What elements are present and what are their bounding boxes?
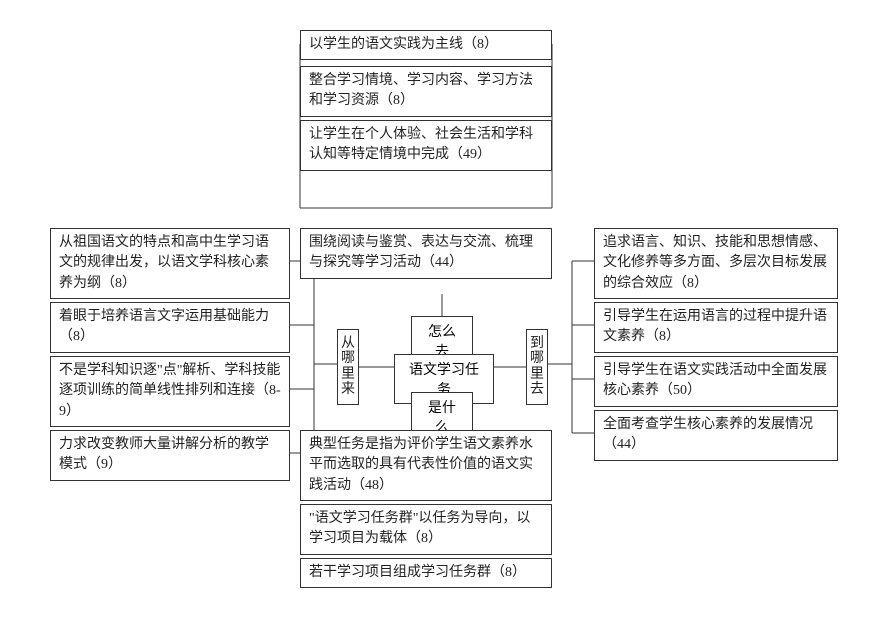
mid-bottom-item-1: "语文学习任务群"以任务为导向，以学习项目为载体（8）: [300, 504, 552, 555]
left-item-0: 从祖国语文的特点和高中生学习语文的规律出发，以语文学科核心素养为纲（8）: [50, 228, 290, 299]
left-item-3: 力求改变教师大量讲解分析的教学模式（9）: [50, 430, 290, 481]
mid-top-item-0: 以学生的语文实践为主线（8）: [300, 30, 552, 60]
right-item-2: 引导学生在语文实践活动中全面发展核心素养（50）: [594, 356, 838, 407]
mid-top-item-1: 整合学习情境、学习内容、学习方法和学习资源（8）: [300, 66, 552, 117]
center-right-label: 到哪里去: [526, 329, 548, 405]
right-item-3: 全面考查学生核心素养的发展情况（44）: [594, 410, 838, 461]
right-item-1: 引导学生在运用语言的过程中提升语文素养（8）: [594, 302, 838, 353]
mid-top-item-3: 围绕阅读与鉴赏、表达与交流、梳理与探究等学习活动（44）: [300, 228, 552, 279]
center-left-label: 从哪里来: [337, 329, 359, 405]
left-item-1: 着眼于培养语言文字运用基础能力（8）: [50, 302, 290, 353]
mid-top-item-2: 让学生在个人体验、社会生活和学科认知等特定情境中完成（49）: [300, 120, 552, 171]
right-item-0: 追求语言、知识、技能和思想情感、文化修养等多方面、多层次目标发展的综合效应（8）: [594, 228, 838, 299]
left-item-2: 不是学科知识逐"点"解析、学科技能逐项训练的简单线性排列和连接（8-9）: [50, 356, 290, 427]
mid-bottom-item-0: 典型任务是指为评价学生语文素养水平而选取的具有代表性价值的语文实践活动（48）: [300, 430, 552, 501]
mid-bottom-item-2: 若干学习项目组成学习任务群（8）: [300, 558, 552, 588]
